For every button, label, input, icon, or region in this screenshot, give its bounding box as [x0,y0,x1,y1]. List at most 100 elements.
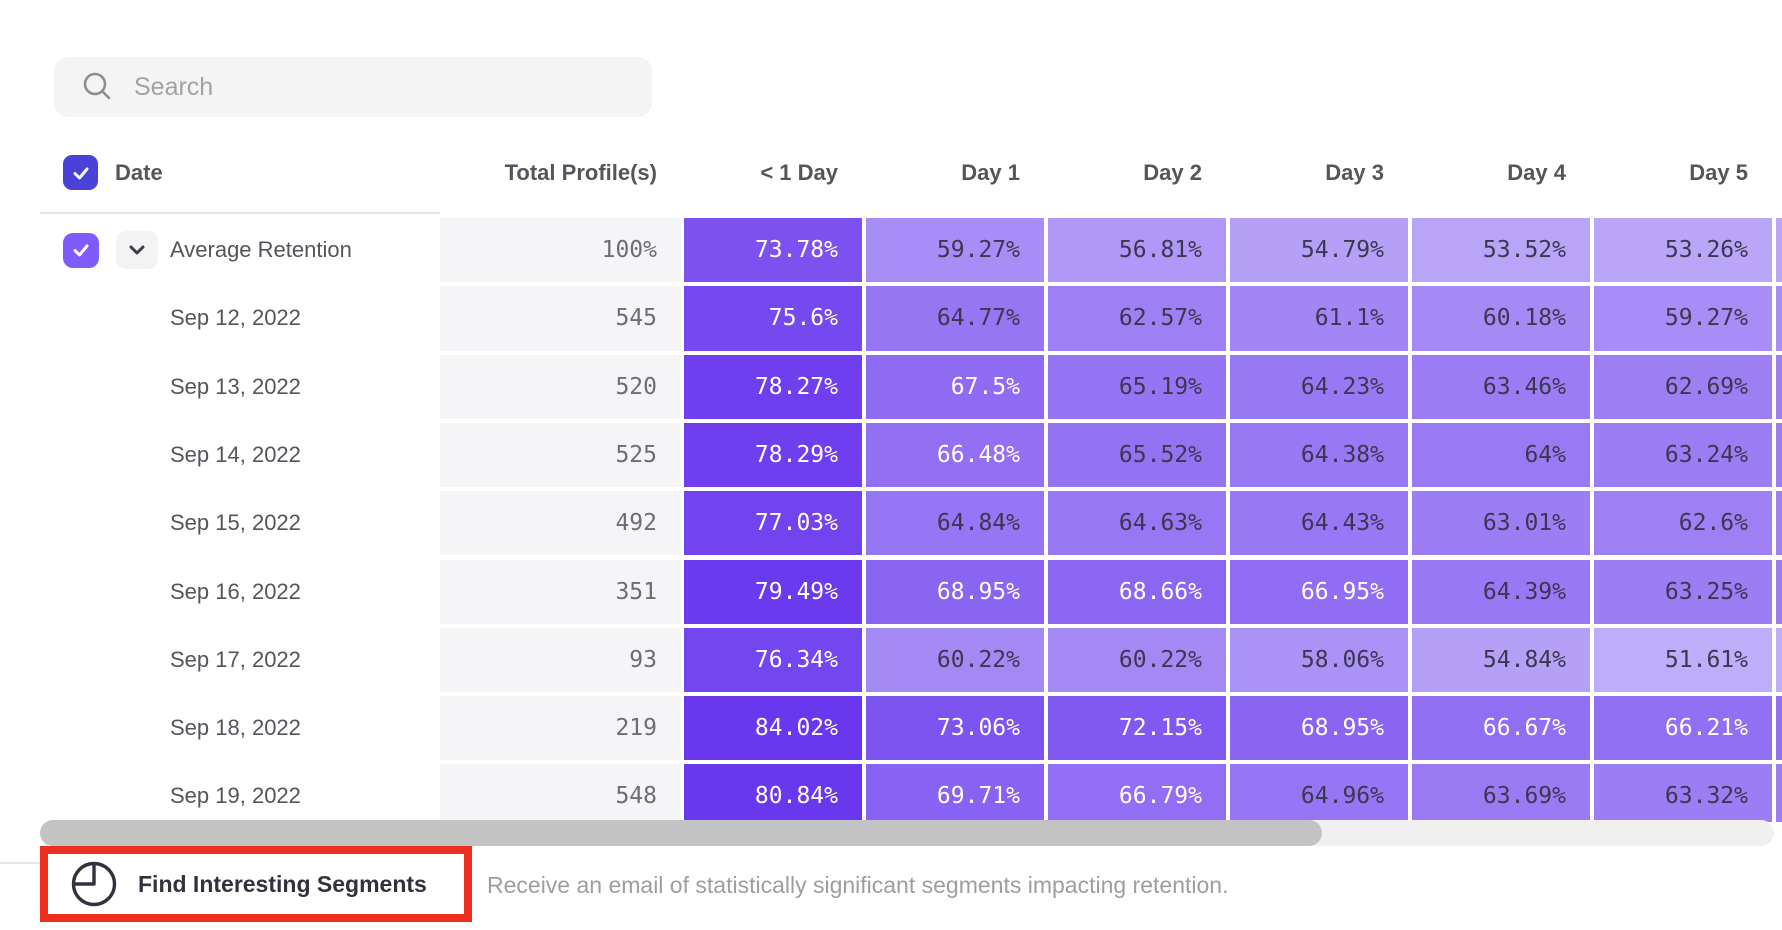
retention-cell[interactable]: 64.96% [1230,764,1408,822]
table-row: Sep 12, 2022 545 75.6% 64.77% 62.57% 61.1% 60.… [0,286,1782,351]
checkmark-icon [73,167,88,179]
retention-value: 68.66% [1118,578,1202,605]
total-profiles-cell: 93 [440,627,681,693]
column-header-day-5: Day 5 [1689,160,1748,185]
table-row: Sep 17, 2022 93 76.34% 60.22% 60.22% 58.06% 54… [0,627,1782,693]
retention-cell[interactable]: 56.81% [1048,218,1226,283]
retention-cell[interactable]: 51.61% [1594,627,1772,693]
total-profiles-cell: 100% [440,218,681,283]
retention-cell[interactable]: 67.5% [866,354,1044,419]
retention-cell[interactable]: 59.27% [866,218,1044,283]
retention-cell[interactable]: 62.6% [1594,491,1772,556]
retention-cell[interactable]: 80.84% [684,764,862,822]
retention-cell[interactable]: 54.79% [1230,218,1408,283]
row-label-date: Sep 16, 2022 [170,578,301,604]
retention-value: 65.52% [1118,441,1202,468]
retention-cell[interactable]: 72.15% [1048,696,1226,761]
retention-cell-clipped [1776,422,1782,488]
retention-cell[interactable]: 76.34% [684,627,862,693]
retention-value: 62.6% [1678,510,1748,537]
retention-cell[interactable]: 66.48% [866,422,1044,488]
retention-cell[interactable]: 73.06% [866,696,1044,761]
retention-cell[interactable]: 62.69% [1594,354,1772,419]
retention-cell[interactable]: 63.24% [1594,422,1772,488]
retention-cell[interactable]: 75.6% [684,286,862,351]
retention-cell[interactable]: 58.06% [1230,627,1408,693]
retention-value: 66.95% [1300,578,1384,605]
retention-value: 80.84% [754,783,838,810]
retention-value: 58.06% [1300,646,1384,673]
retention-cell[interactable]: 64.84% [866,491,1044,556]
total-profiles-cell: 520 [440,354,681,419]
retention-cell[interactable]: 60.22% [1048,627,1226,693]
retention-cell-clipped [1776,627,1782,693]
column-header-day-4: Day 4 [1507,160,1566,185]
search-input[interactable] [132,71,616,103]
total-profiles-value: 219 [615,715,657,742]
retention-value: 51.61% [1664,646,1748,673]
retention-cell[interactable]: 66.95% [1230,559,1408,624]
retention-cell[interactable]: 66.67% [1412,696,1590,761]
retention-cell[interactable]: 54.84% [1412,627,1590,693]
retention-cell[interactable]: 84.02% [684,696,862,761]
retention-value: 53.26% [1664,237,1748,263]
retention-cell[interactable]: 69.71% [866,764,1044,822]
retention-cell[interactable]: 63.46% [1412,354,1590,419]
retention-cell[interactable]: 63.25% [1594,559,1772,624]
retention-cell[interactable]: 53.52% [1412,218,1590,283]
retention-cell[interactable]: 77.03% [684,491,862,556]
retention-cell[interactable]: 65.19% [1048,354,1226,419]
retention-cell[interactable]: 63.69% [1412,764,1590,822]
retention-value: 54.84% [1482,646,1566,673]
retention-value: 66.79% [1118,783,1202,810]
retention-cell[interactable]: 64.39% [1412,559,1590,624]
retention-cell-clipped [1776,764,1782,822]
retention-cell[interactable]: 66.79% [1048,764,1226,822]
search-box [54,57,652,117]
retention-cell[interactable]: 64.77% [866,286,1044,351]
retention-cell[interactable]: 66.21% [1594,696,1772,761]
horizontal-scrollbar-thumb[interactable] [40,820,1322,846]
retention-cell[interactable]: 63.01% [1412,491,1590,556]
total-profiles-cell: 525 [440,422,681,488]
retention-cell[interactable]: 78.29% [684,422,862,488]
retention-cell[interactable]: 64.43% [1230,491,1408,556]
retention-cell[interactable]: 63.32% [1594,764,1772,822]
retention-value: 64.43% [1300,510,1384,537]
retention-cell[interactable]: 64.23% [1230,354,1408,419]
retention-cell[interactable]: 53.26% [1594,218,1772,283]
retention-cell[interactable]: 73.78% [684,218,862,283]
table-row: Sep 13, 2022 520 78.27% 67.5% 65.19% 64.23% 63… [0,354,1782,419]
retention-cell[interactable]: 60.18% [1412,286,1590,351]
total-profiles-value: 548 [615,783,657,810]
retention-value: 64.63% [1118,510,1202,537]
retention-cell[interactable]: 79.49% [684,559,862,624]
retention-cell[interactable]: 68.95% [1230,696,1408,761]
retention-cell[interactable]: 65.52% [1048,422,1226,488]
retention-cell[interactable]: 59.27% [1594,286,1772,351]
retention-cell[interactable]: 64% [1412,422,1590,488]
row-label-date: Sep 14, 2022 [170,441,301,467]
find-interesting-segments-button[interactable]: Find Interesting Segments [48,860,427,908]
retention-cell[interactable]: 61.1% [1230,286,1408,351]
row-label-date: Sep 17, 2022 [170,646,301,672]
retention-value: 64.38% [1300,441,1384,468]
table-row: Sep 19, 2022 548 80.84% 69.71% 66.79% 64.96% 6… [0,764,1782,822]
retention-value: 61.1% [1314,305,1384,332]
table-row: Sep 14, 2022 525 78.29% 66.48% 65.52% 64.38% 6… [0,422,1782,488]
select-all-checkbox[interactable] [63,155,98,190]
retention-cell[interactable]: 64.63% [1048,491,1226,556]
table-row: Sep 18, 2022 219 84.02% 73.06% 72.15% 68.95% 6… [0,696,1782,761]
retention-cell[interactable]: 68.66% [1048,559,1226,624]
retention-cell[interactable]: 62.57% [1048,286,1226,351]
retention-cell[interactable]: 78.27% [684,354,862,419]
retention-value: 63.25% [1664,578,1748,605]
retention-cell[interactable]: 68.95% [866,559,1044,624]
retention-value: 63.24% [1664,441,1748,468]
header-divider [40,212,440,214]
retention-cell[interactable]: 60.22% [866,627,1044,693]
total-profiles-value: 545 [615,305,657,332]
expand-collapse-button[interactable] [116,231,158,270]
row-checkbox[interactable] [63,232,99,268]
retention-cell[interactable]: 64.38% [1230,422,1408,488]
